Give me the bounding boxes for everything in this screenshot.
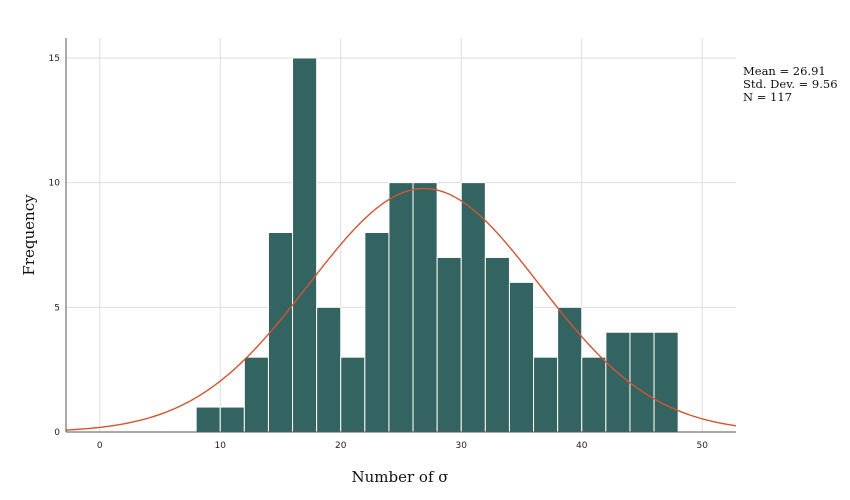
histogram-bar (460, 182, 486, 433)
histogram-bar (557, 306, 583, 433)
histogram-bar (195, 406, 221, 433)
y-tick-label: 10 (49, 179, 61, 189)
histogram-bars (195, 57, 679, 433)
x-tick-label: 0 (97, 441, 103, 451)
y-tick-label: 15 (49, 54, 60, 64)
histogram-bar (605, 331, 631, 433)
histogram-bar (484, 256, 510, 433)
histogram-bar (267, 232, 294, 433)
histogram-bar (316, 306, 342, 433)
histogram-bar (364, 232, 390, 433)
y-tick-label: 5 (54, 303, 60, 313)
normal-curve-layer (65, 187, 737, 431)
x-tick-label: 30 (456, 441, 468, 451)
histogram-bar (653, 331, 679, 433)
stats-box: Mean = 26.91 Std. Dev. = 9.56 N = 117 (743, 65, 838, 104)
histogram-bar (243, 356, 269, 433)
histogram-bar (581, 356, 607, 433)
histogram-bar (292, 57, 318, 433)
x-tick-label: 50 (697, 441, 709, 451)
histogram-bar (533, 356, 559, 433)
y-tick-labels: 0 5 10 15 (49, 54, 61, 438)
x-tick-labels: 0 10 20 30 40 50 (97, 441, 708, 451)
axes (65, 38, 736, 433)
stat-n: N = 117 (743, 90, 792, 104)
x-tick-label: 10 (215, 441, 227, 451)
y-axis-title: Frequency (20, 194, 38, 276)
x-tick-label: 40 (576, 441, 588, 451)
stat-std-dev: Std. Dev. = 9.56 (743, 77, 838, 91)
histogram-bar (412, 182, 438, 433)
y-tick-label: 0 (54, 428, 60, 438)
x-tick-label: 20 (335, 441, 347, 451)
normal-curve (65, 187, 737, 431)
histogram-bar (508, 281, 535, 433)
x-axis-title: Number of σ (351, 468, 448, 486)
histogram-bar (340, 356, 366, 433)
histogram-bar (219, 406, 245, 433)
histogram-bar (436, 256, 462, 433)
stat-mean: Mean = 26.91 (743, 64, 826, 78)
histogram-bar (388, 182, 414, 433)
histogram-bar (629, 331, 655, 433)
